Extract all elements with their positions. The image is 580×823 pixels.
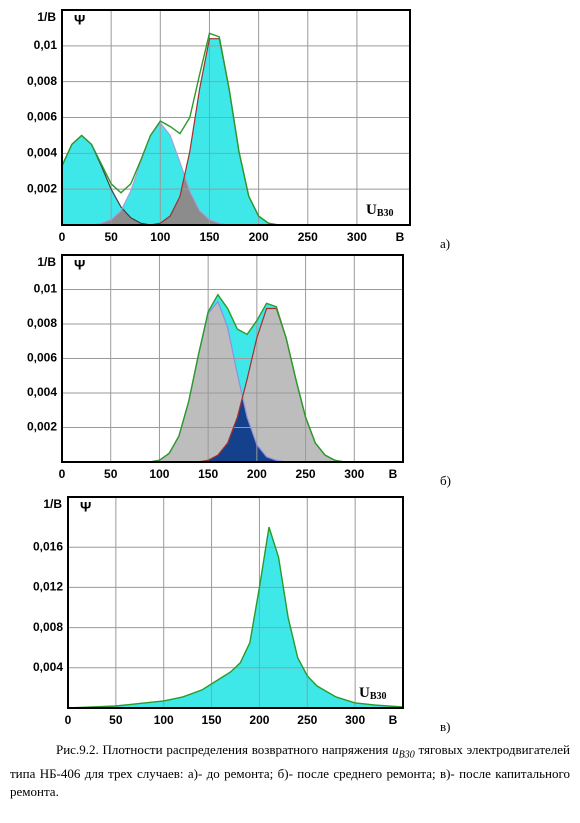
x-tick-label: 100 bbox=[150, 230, 170, 244]
y-tick-label: 0,008 bbox=[27, 74, 57, 88]
x-label-main: U bbox=[366, 202, 377, 218]
y-tick-label: 0,002 bbox=[27, 420, 57, 434]
plot-frame bbox=[67, 496, 404, 709]
y-tick-label: 0,008 bbox=[27, 316, 57, 330]
plot-frame bbox=[61, 254, 404, 463]
overlap-area bbox=[62, 122, 308, 225]
caption: Рис.9.2. Плотности распределения возврат… bbox=[10, 741, 570, 801]
x-unit: В bbox=[389, 713, 398, 727]
y-tick-label: 0,006 bbox=[27, 351, 57, 365]
x-label: UB30 bbox=[359, 685, 387, 702]
curve-line bbox=[62, 134, 308, 225]
envelope-line bbox=[62, 32, 308, 225]
x-tick-label: 200 bbox=[247, 467, 267, 481]
caption-symbol-sub: B30 bbox=[398, 749, 415, 761]
plot-area bbox=[68, 497, 403, 708]
y-tick-label: 0,008 bbox=[33, 620, 63, 634]
plot-frame bbox=[61, 9, 411, 226]
panel-label: а) bbox=[440, 236, 450, 251]
x-tick-label: 100 bbox=[149, 467, 169, 481]
x-tick-label: 200 bbox=[249, 230, 269, 244]
x-tick-label: 300 bbox=[345, 713, 365, 727]
y-label: Ψ bbox=[80, 499, 91, 515]
x-label-sub: B30 bbox=[370, 691, 387, 702]
y-tick-label: 0,002 bbox=[27, 181, 57, 195]
x-tick-label: 200 bbox=[249, 713, 269, 727]
x-tick-label: 50 bbox=[104, 467, 118, 481]
envelope-line bbox=[68, 526, 403, 708]
curve-area bbox=[139, 301, 355, 462]
x-tick-label: 150 bbox=[198, 467, 218, 481]
x-tick-label: 150 bbox=[199, 230, 219, 244]
y-label: Ψ bbox=[74, 12, 85, 28]
y-tick-label: 0,004 bbox=[27, 146, 57, 160]
panel-label: в) bbox=[440, 719, 450, 734]
x-tick-label: 100 bbox=[154, 713, 174, 727]
x-tick-label: 0 bbox=[59, 230, 66, 244]
y-unit: 1/В bbox=[37, 255, 56, 269]
x-tick-label: 250 bbox=[298, 230, 318, 244]
x-tick-label: 50 bbox=[104, 230, 118, 244]
envelope-area bbox=[68, 527, 403, 708]
x-unit: В bbox=[396, 230, 405, 244]
panel-label: б) bbox=[440, 473, 451, 488]
x-label-sub: B30 bbox=[377, 208, 394, 219]
caption-text: тяговых электродвигателей типа НБ-406 дл… bbox=[10, 742, 570, 799]
x-tick-label: 250 bbox=[297, 713, 317, 727]
x-tick-label: 0 bbox=[65, 713, 72, 727]
x-label-main: U bbox=[359, 685, 370, 701]
envelope-line bbox=[139, 293, 355, 462]
y-unit: 1/В bbox=[43, 497, 62, 511]
x-tick-label: 0 bbox=[59, 467, 66, 481]
x-tick-label: 300 bbox=[344, 467, 364, 481]
caption-text: Рис.9.2. Плотности распределения возврат… bbox=[56, 742, 393, 757]
x-tick-label: 50 bbox=[109, 713, 123, 727]
y-label: Ψ bbox=[74, 257, 85, 273]
y-unit: 1/В bbox=[37, 10, 56, 24]
caption-symbol: u bbox=[392, 742, 399, 757]
x-tick-label: 150 bbox=[202, 713, 222, 727]
x-tick-label: 250 bbox=[296, 467, 316, 481]
curve-area bbox=[62, 135, 308, 225]
x-tick-label: 300 bbox=[347, 230, 367, 244]
y-tick-label: 0,006 bbox=[27, 110, 57, 124]
y-tick-label: 0,004 bbox=[33, 660, 63, 674]
plot-area bbox=[62, 10, 410, 225]
plot-area bbox=[62, 255, 403, 462]
y-tick-label: 0,016 bbox=[33, 539, 63, 553]
y-tick-label: 0,012 bbox=[33, 580, 63, 594]
x-label: UB30 bbox=[366, 202, 394, 219]
curve-area bbox=[139, 308, 355, 462]
y-tick-label: 0,004 bbox=[27, 385, 57, 399]
figure: 0,002 0,004 0,006 0,008 0,01 0 50 100 150 200 250 3… bbox=[27, 9, 451, 734]
y-tick-label: 0,01 bbox=[34, 38, 58, 52]
y-tick-label: 0,01 bbox=[34, 282, 58, 296]
x-unit: В bbox=[389, 467, 398, 481]
